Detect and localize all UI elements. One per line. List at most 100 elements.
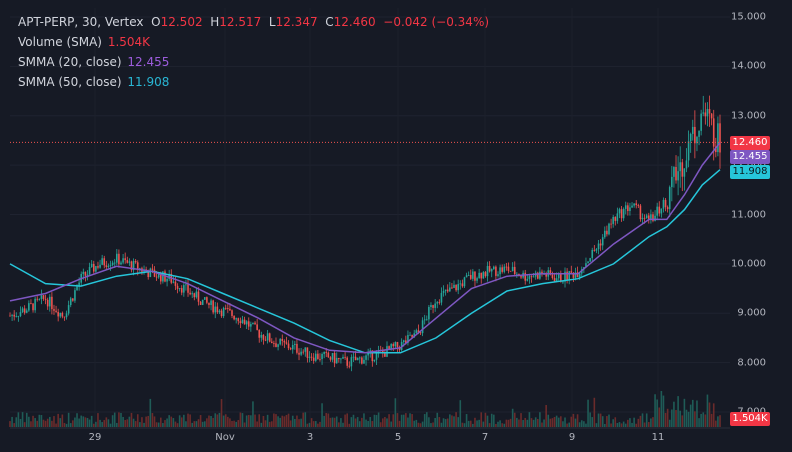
volume-bar (570, 416, 573, 427)
volume-bar (132, 418, 135, 427)
candle (361, 356, 363, 365)
volume-bar (338, 422, 340, 427)
candle (308, 351, 311, 363)
volume-bar (627, 419, 629, 427)
volume-bar (509, 418, 512, 427)
candle (132, 258, 135, 276)
candle (287, 340, 290, 351)
candle (235, 317, 237, 324)
volume-bar (172, 418, 175, 427)
close-label: C (325, 15, 334, 29)
volume-bar (153, 416, 156, 427)
volume-bar (38, 414, 41, 427)
candle (601, 234, 604, 250)
candle (224, 304, 227, 310)
change-value: −0.042 (−0.34%) (383, 15, 490, 29)
volume-bar (92, 423, 95, 427)
candle (449, 282, 451, 292)
candle (116, 249, 118, 266)
low-value: 12.347 (275, 15, 318, 29)
volume-bar (25, 412, 28, 427)
volume-value: 1.504K (107, 35, 151, 49)
volume-bar (430, 423, 432, 427)
volume-bar (266, 414, 269, 427)
volume-bar (139, 422, 141, 427)
volume-bar (126, 419, 129, 427)
candle (365, 354, 367, 366)
candle (438, 299, 441, 305)
x-tick-label: 11 (651, 432, 665, 443)
volume-bar (490, 413, 493, 427)
volume-bar (116, 422, 118, 427)
volume-bar (333, 417, 336, 427)
volume-bar (28, 416, 30, 427)
candle (107, 263, 110, 269)
legend-smma50-row[interactable]: SMMA (50, close) 11.908 (18, 72, 489, 92)
candle (99, 259, 101, 269)
smma20-line (9, 142, 721, 354)
volume-bar (574, 418, 577, 427)
candle (172, 276, 175, 284)
candle (69, 296, 72, 308)
candle (212, 299, 214, 315)
volume-bar (643, 422, 646, 427)
volume-bar (9, 421, 11, 427)
volume-bar (704, 414, 707, 427)
volume-bar (543, 419, 545, 427)
volume-bar (283, 416, 286, 427)
volume-bar (145, 416, 147, 427)
volume-bar (304, 412, 307, 427)
candle (252, 322, 254, 325)
candle (702, 95, 705, 117)
candle (19, 306, 22, 318)
candle (652, 211, 654, 223)
volume-bar (421, 421, 424, 427)
volume-bar (702, 412, 705, 427)
volume-bar (501, 423, 503, 427)
volume-bar (415, 419, 418, 427)
candle (570, 265, 573, 274)
candle (335, 352, 338, 364)
volume-bar (371, 421, 374, 427)
candle (283, 339, 286, 348)
volume-bar (306, 423, 309, 427)
open-label: O (151, 15, 161, 29)
volume-bar (210, 416, 212, 427)
volume-bar (310, 418, 313, 427)
candle (120, 260, 122, 266)
volume-bar (356, 417, 359, 427)
volume-bar (76, 413, 78, 427)
volume-bar (530, 418, 533, 427)
candle (589, 257, 591, 262)
volume-bar (46, 418, 49, 427)
plot-area[interactable] (10, 8, 730, 428)
volume-bar (419, 423, 422, 427)
x-tick-label: 3 (306, 432, 314, 443)
candle (53, 304, 55, 315)
legend-volume-row[interactable]: Volume (SMA) 1.504K (18, 32, 489, 52)
volume-bar (166, 418, 168, 427)
candle (183, 282, 185, 297)
candle (124, 252, 126, 264)
volume-bar (61, 414, 64, 427)
legend-smma20-row[interactable]: SMMA (20, close) 12.455 (18, 52, 489, 72)
volume-bar (413, 420, 416, 427)
y-tick-label: 10.000 (731, 258, 766, 270)
volume-bar (124, 419, 126, 427)
symbol-label[interactable]: APT-PERP, 30, Vertex (18, 15, 144, 29)
y-tick-label: 13.000 (731, 110, 766, 122)
candle (465, 272, 468, 278)
candle (396, 341, 399, 353)
volume-bar (614, 417, 617, 427)
candle (620, 205, 623, 222)
candle (338, 357, 340, 363)
candle (187, 279, 189, 297)
candle (430, 302, 432, 311)
volume-bar (618, 422, 621, 427)
volume-bar (44, 420, 47, 427)
candle (415, 328, 418, 334)
volume-bar (488, 423, 491, 427)
candle (358, 356, 361, 364)
